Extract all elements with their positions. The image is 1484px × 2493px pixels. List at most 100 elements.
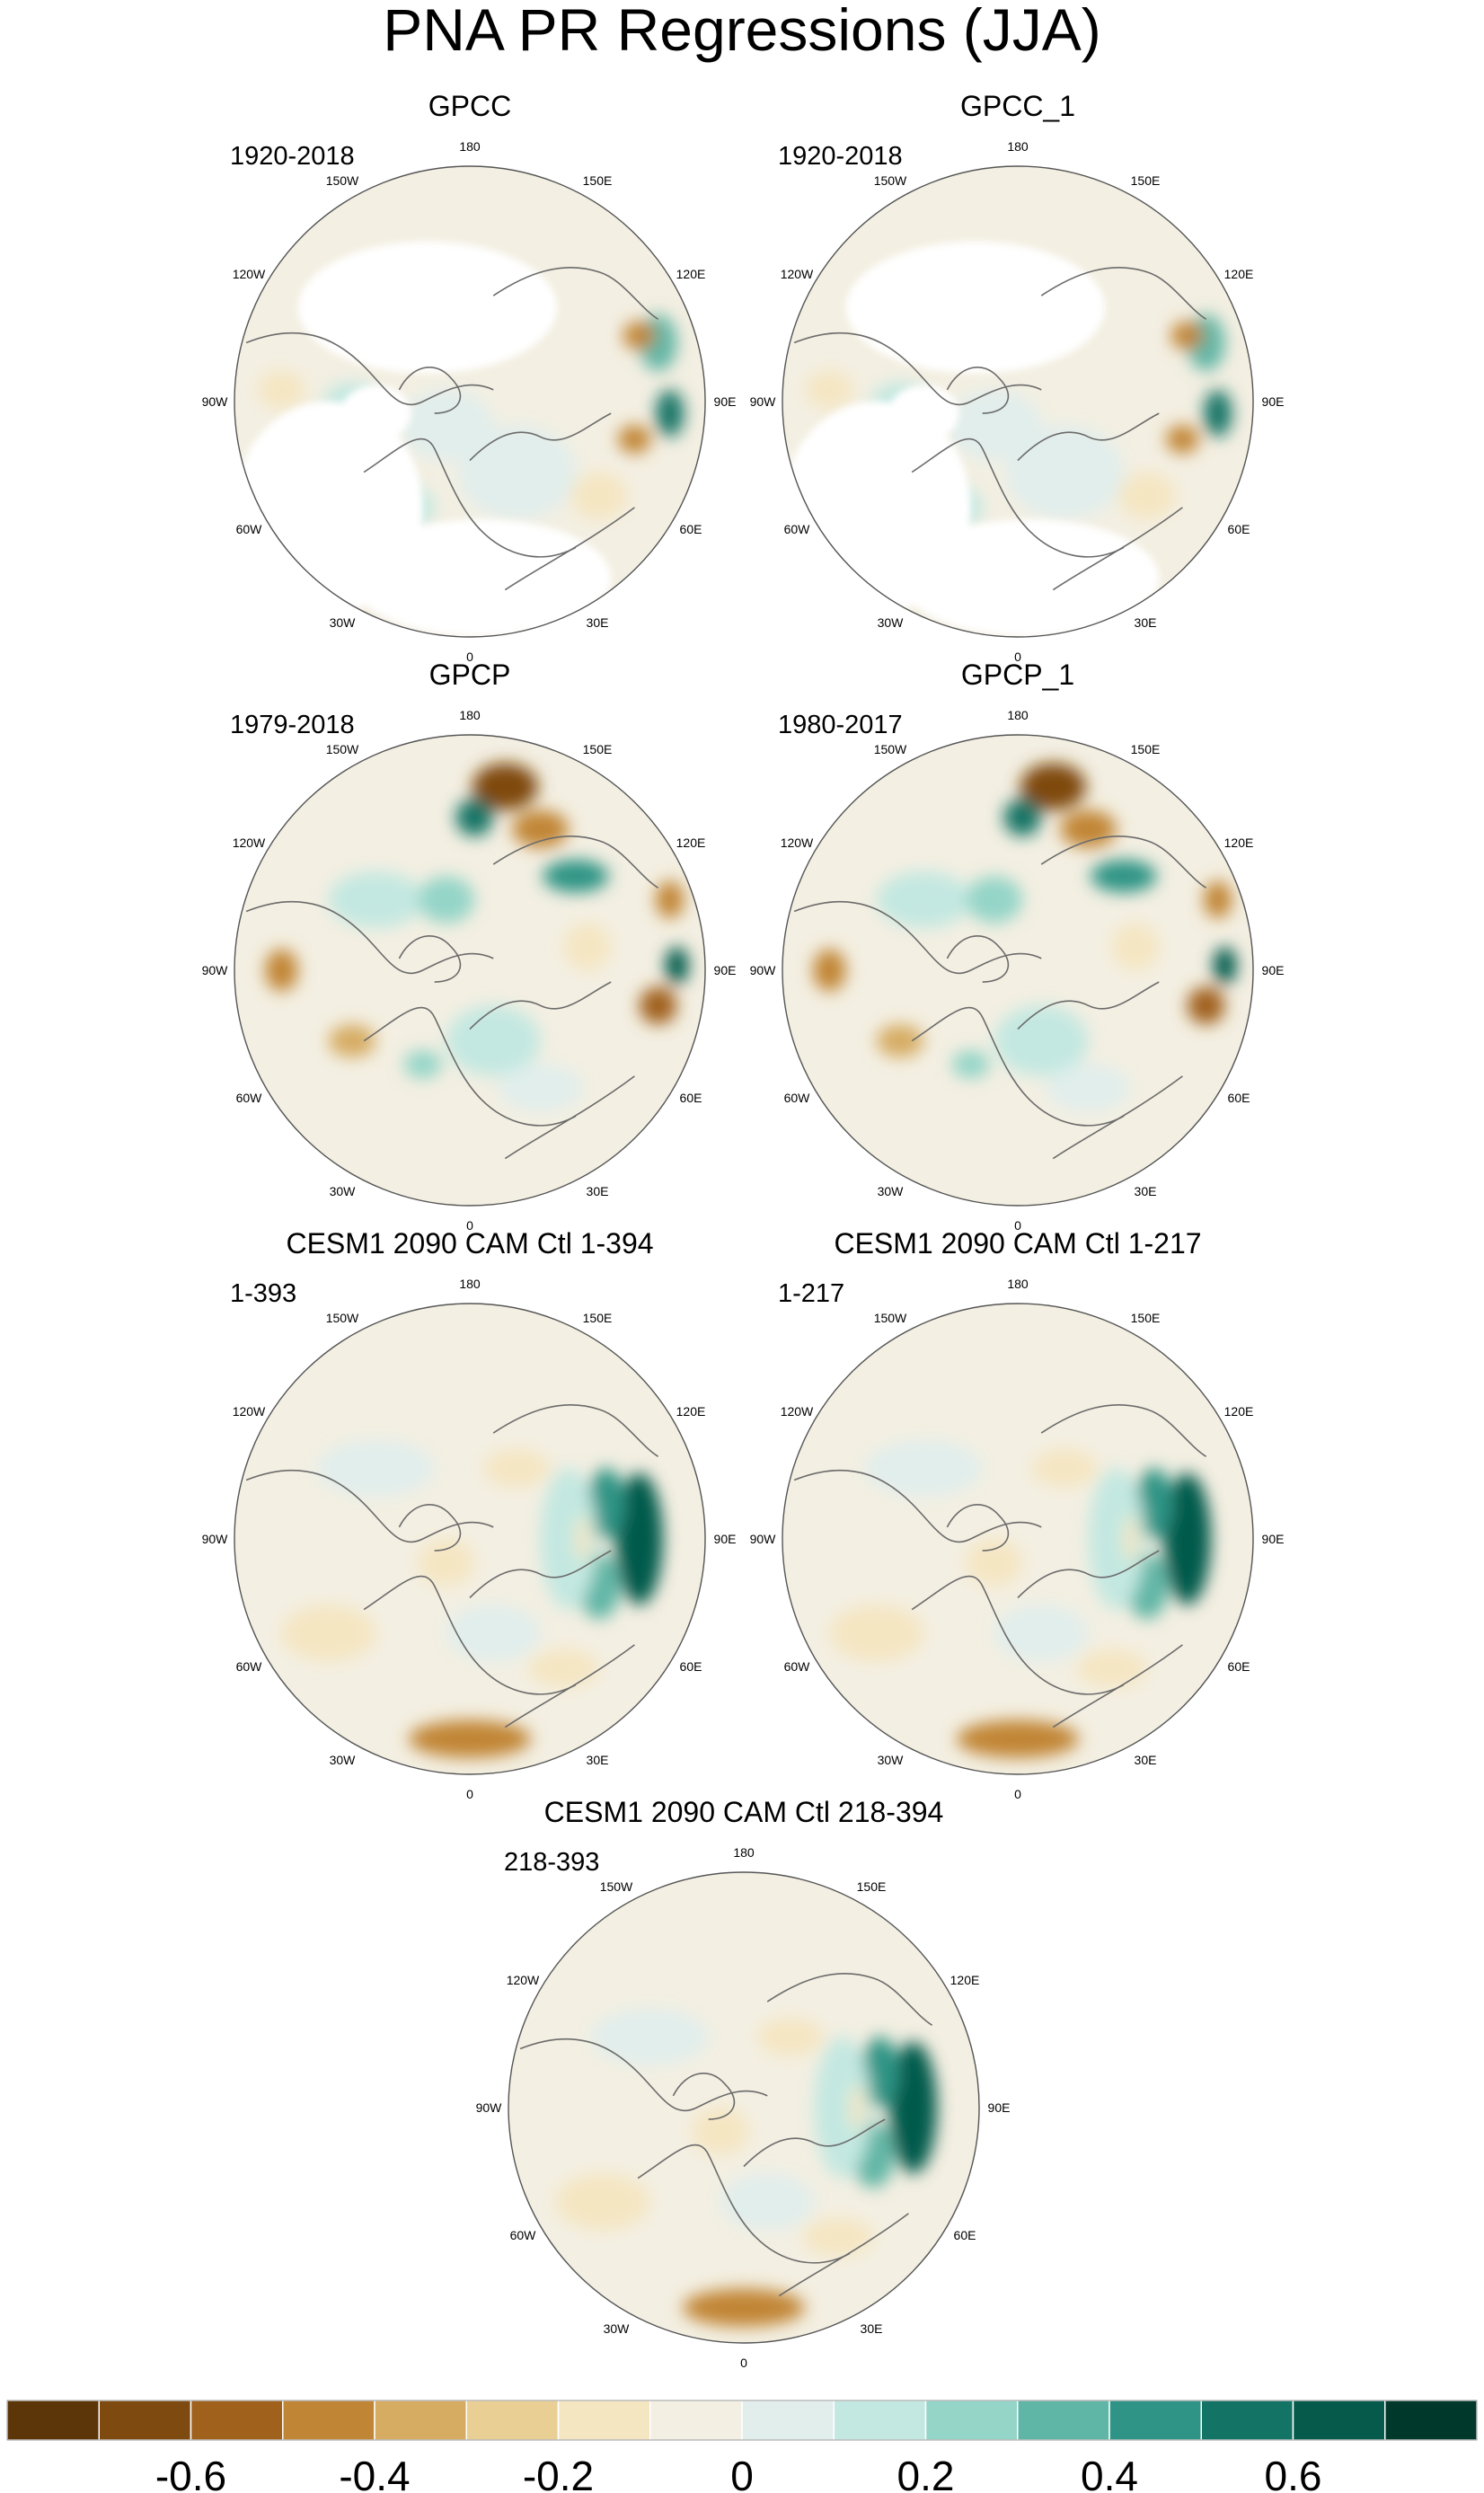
map-panel: 180 150E 120E 90E 60E 30E 0 30W 60W 90W 120W 150W CE… [476,1796,1011,2370]
anomaly-blob [543,859,609,893]
anomaly-blob [864,1439,983,1497]
coastline [245,332,494,406]
longitude-label: 90E [714,394,737,409]
map-background [782,735,1253,1206]
longitude-label: 60W [784,1091,811,1105]
map-border [234,734,706,1207]
coastlines [245,835,659,1160]
anomaly-blob [1166,425,1199,454]
longitude-label: 120E [676,835,706,850]
longitude-label: 120E [1224,267,1254,281]
longitude-label: 120W [781,1404,814,1419]
anomaly-blob [1118,472,1176,519]
longitude-label: 120E [676,267,706,281]
anomaly-blob [1091,859,1157,893]
anomaly-blob [618,425,651,454]
map-border [782,734,1254,1207]
colorbar-box [833,2400,927,2441]
coastline [469,1550,612,1599]
longitude-label: 30W [878,615,905,630]
anomaly-blob [1031,1449,1099,1488]
panel-title: GPCC [428,90,511,122]
coastline [793,1469,1042,1543]
anomaly-blob [1005,425,1124,519]
colorbar-tick-label: 0 [730,2453,754,2493]
longitude-label: 60E [1228,1659,1250,1674]
longitude-label: 30E [587,1753,609,1767]
longitude-label: 180 [1007,708,1029,722]
anomaly-blob [1111,923,1160,971]
anomaly-shading [555,2008,937,2327]
coastlines [793,266,1207,591]
anomaly-blob [655,880,685,919]
panel-title: CESM1 2090 CAM Ctl 1-394 [286,1227,653,1260]
colorbar-box [190,2400,284,2441]
anomaly-blob [1123,1515,1138,1563]
anomaly-blob [1060,809,1117,848]
longitude-label: 150E [583,173,613,188]
longitude-label: 30W [330,615,357,630]
panel-period: 218-393 [504,1848,599,1877]
longitude-label: 90E [714,963,737,977]
anomaly-blob [570,472,628,519]
longitude-label: 30E [1135,1753,1157,1767]
longitude-labels: 180 150E 120E 90E 60E 30E 0 30W 60W 90W 120W 150W [202,708,737,1233]
anomaly-blob [1213,946,1237,985]
coastline [398,1503,462,1551]
no-data-region [297,241,557,374]
longitude-label: 30W [878,1184,905,1198]
colorbar-box [1017,2400,1110,2441]
longitude-label: 90W [202,1532,229,1546]
anomaly-shading [813,763,1237,1112]
longitude-label: 150W [326,1311,359,1325]
colorbar-box [98,2400,192,2441]
longitude-label: 60W [784,522,811,536]
anomaly-shading [829,1439,1211,1758]
colorbar: -0.6 -0.4 -0.2 0 0.2 0.4 0.6 [6,2400,1478,2493]
coastlines [793,835,1207,1160]
coastline [504,1075,635,1160]
anomaly-blob [994,1605,1089,1662]
longitude-label: 150E [857,1879,887,1894]
colorbar-box [649,2400,743,2441]
longitude-label: 30E [1135,615,1157,630]
coastline [245,1469,494,1543]
anomaly-blob [876,871,971,928]
anomaly-blob [692,2108,749,2155]
anomaly-blob [1187,986,1225,1025]
anomaly-blob [814,2037,871,2179]
anomaly-shading [806,307,1232,532]
map-border [782,165,1254,638]
longitude-label: 60E [954,2228,976,2242]
anomaly-blob [575,1515,590,1563]
anomaly-shading [265,763,689,1112]
coastline [911,1006,1125,1127]
longitude-label: 180 [459,708,481,722]
longitude-label: 60E [1228,1091,1250,1105]
map-panel: 180 150E 120E 90E 60E 30E 0 30W 60W 90W 120W 150W GP… [202,90,737,664]
colorbar-box [924,2400,1019,2441]
anomaly-blob [1135,1468,1173,1539]
anomaly-blob [265,949,298,992]
anomaly-blob [587,1468,625,1539]
longitude-label: 90E [714,1532,737,1546]
anomaly-blob [806,370,853,409]
anomaly-blob [408,1719,532,1758]
longitude-labels: 180 150E 120E 90E 60E 30E 0 30W 60W 90W 120W 150W [750,139,1285,664]
coastline [363,1575,577,1695]
coastline [492,1403,659,1457]
anomaly-blob [947,389,1042,461]
panel-period: 1-393 [230,1279,296,1308]
longitude-label: 150E [583,1311,613,1325]
anomaly-blob [1046,1064,1131,1112]
longitude-label: 150E [583,742,613,756]
coastline [911,1575,1125,1695]
longitude-label: 150E [1131,1311,1161,1325]
anomaly-blob [966,1539,1023,1587]
longitude-label: 180 [459,1277,481,1291]
anomaly-blob [258,370,305,409]
coastline [1017,412,1160,462]
longitude-label: 150E [1131,742,1161,756]
longitude-label: 120W [233,835,266,850]
anomaly-blob [1163,1472,1211,1605]
